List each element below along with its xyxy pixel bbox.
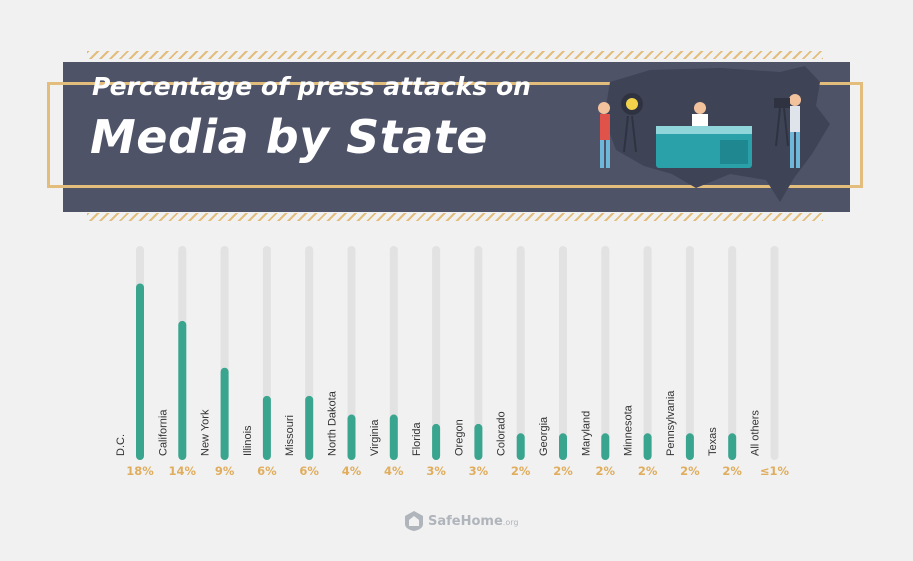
category-label-illinois: Illinois (242, 425, 254, 456)
category-label-oregon: Oregon (453, 419, 465, 456)
value-label-virginia: 4% (384, 464, 404, 478)
news-desk (656, 126, 752, 168)
chart-title-line1: Percentage of press attacks on (92, 72, 531, 101)
value-label-florida: 3% (426, 464, 446, 478)
value-label-all-others: ≤1% (760, 464, 790, 478)
value-label-pennsylvania: 2% (680, 464, 700, 478)
category-label-minnesota: Minnesota (623, 404, 635, 456)
bars (136, 283, 737, 460)
category-label-missouri: Missouri (284, 415, 296, 456)
header-frame (47, 82, 863, 188)
value-label-georgia: 2% (553, 464, 573, 478)
value-label-illinois: 6% (257, 464, 277, 478)
category-label-maryland: Maryland (580, 411, 592, 456)
category-label-california: California (157, 409, 169, 456)
value-label-d-c-: 18% (126, 464, 154, 478)
value-label-colorado: 2% (511, 464, 531, 478)
value-label-texas: 2% (722, 464, 742, 478)
bottom-hatch-decoration (87, 213, 823, 221)
category-label-georgia: Georgia (538, 416, 550, 456)
value-labels: 18% 14% 9% 6% 6% 4% 4% 3% 3% 2% 2% 2% 2% 2% 2% ≤1% (126, 464, 789, 478)
category-label-florida: Florida (411, 421, 423, 456)
category-label-north-dakota: North Dakota (327, 390, 339, 456)
value-label-new-york: 9% (215, 464, 235, 478)
camera-operator-right (774, 94, 801, 168)
value-label-oregon: 3% (469, 464, 489, 478)
value-label-north-dakota: 4% (342, 464, 362, 478)
value-label-missouri: 6% (299, 464, 319, 478)
value-label-minnesota: 2% (638, 464, 658, 478)
safehome-logo: SafeHome.org (404, 510, 518, 532)
category-label-texas: Texas (707, 427, 719, 456)
value-label-maryland: 2% (596, 464, 616, 478)
bar-chart: D.C. California New York Illinois Missouri No… (115, 246, 790, 478)
value-label-california: 14% (169, 464, 197, 478)
spotlight (621, 93, 643, 153)
category-label-virginia: Virginia (369, 419, 381, 456)
category-labels: D.C. California New York Illinois Missouri No… (115, 390, 762, 456)
category-label-colorado: Colorado (496, 411, 508, 456)
logo-text: SafeHome.org (428, 513, 519, 529)
top-hatch-decoration (87, 51, 823, 59)
house-shield-icon (405, 511, 423, 531)
category-label-d-c-: D.C. (115, 434, 127, 456)
camera-operator-left (598, 102, 610, 168)
logo-suffix: .org (502, 517, 519, 527)
news-anchor (692, 102, 708, 128)
newsroom-illustration (598, 66, 830, 202)
category-label-all-others: All others (750, 410, 762, 456)
category-label-pennsylvania: Pennsylvania (665, 390, 677, 456)
chart-title-line2: Media by State (90, 110, 488, 164)
category-label-new-york: New York (200, 409, 212, 456)
